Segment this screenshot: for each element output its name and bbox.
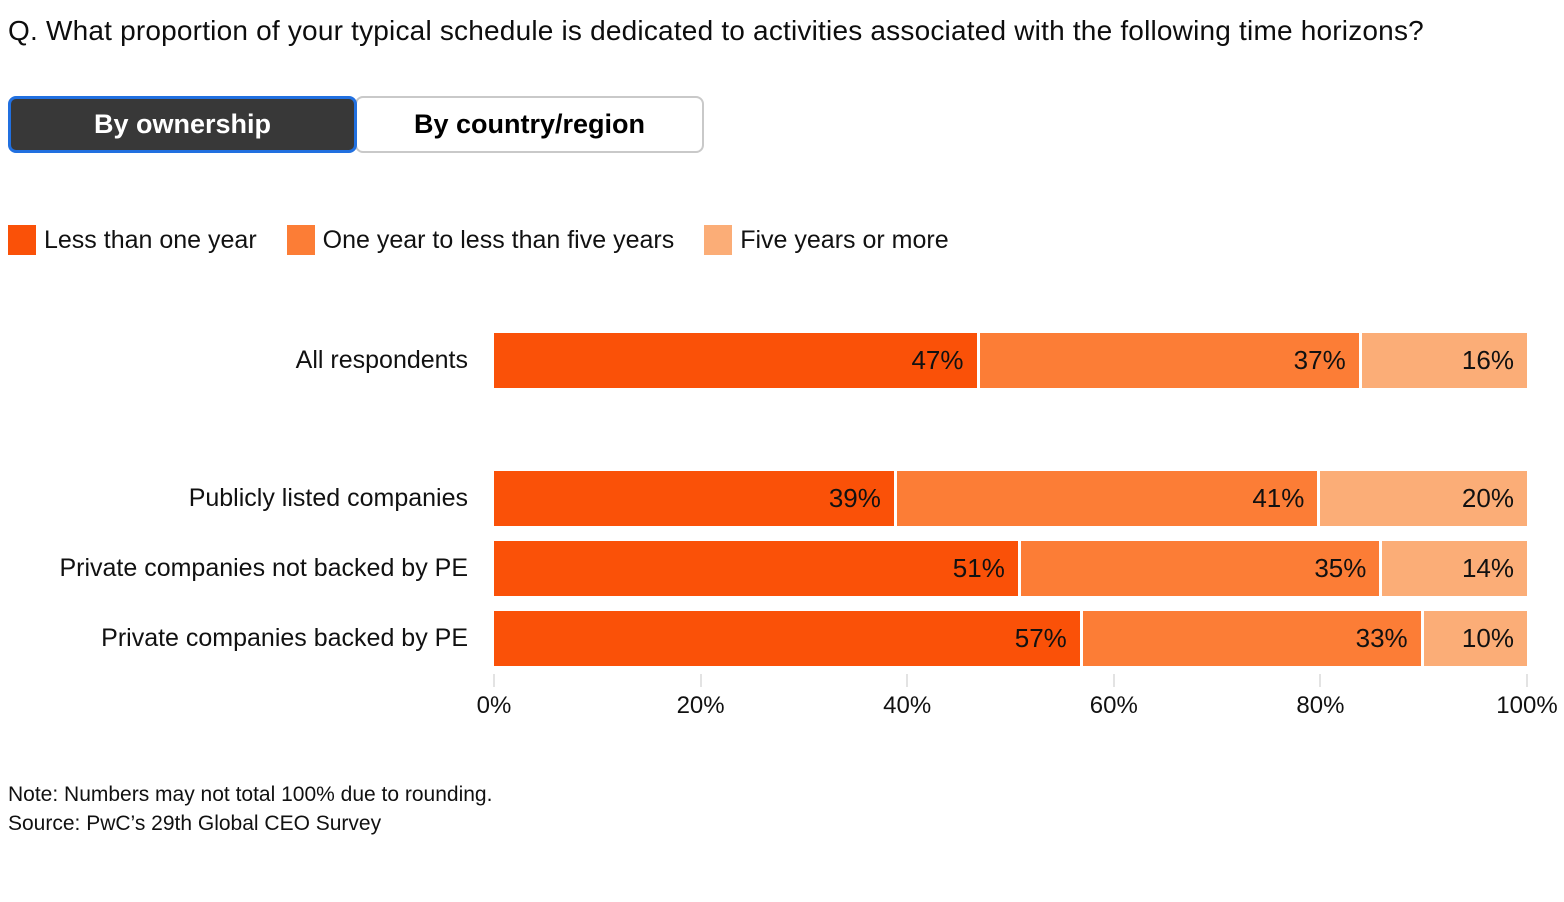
segment-value: 16% [1461,345,1514,375]
chart-legend: Less than one year One year to less than… [8,225,1527,255]
tab-by-ownership-label: By ownership [93,109,272,139]
x-axis-tick-label: 40% [883,692,932,719]
x-axis-tick [1319,674,1322,687]
bar-row-private-pe: Private companies backed by PE 57% 33% 1… [8,611,1527,666]
tab-by-country-region-label: By country/region [413,109,646,139]
page-title: Q. What proportion of your typical sched… [8,15,1424,46]
x-axis-tick-label: 100% [1496,692,1558,719]
bar-row-private-not-pe: Private companies not backed by PE 51% 3… [8,541,1527,596]
bar-segment-one-to-five-years: 33% [1082,611,1424,666]
legend-label: Less than one year [44,225,257,254]
chart-footnotes: Note: Numbers may not total 100% due to … [8,780,1527,838]
segment-value: 57% [1014,623,1067,653]
bar-segment-less-than-one-year: 39% [494,471,897,526]
segment-value: 20% [1461,483,1514,513]
bar-segment-one-to-five-years: 41% [896,471,1321,526]
bar-segment-less-than-one-year: 51% [494,541,1021,596]
legend-item-one-to-five-years: One year to less than five years [286,225,675,255]
bar-segment-less-than-one-year: 47% [494,333,980,388]
bar-segment-five-years-or-more: 10% [1423,611,1527,666]
stacked-bar: 47% 37% 16% [494,333,1527,388]
segment-value: 51% [952,553,1005,583]
segment-value: 39% [828,483,881,513]
stacked-bar: 51% 35% 14% [494,541,1527,596]
x-axis-tick [906,674,909,687]
row-label: All respondents [295,346,468,374]
bar-row-publicly-listed: Publicly listed companies 39% 41% 20% [8,471,1527,526]
segment-value: 10% [1461,623,1514,653]
row-label: Private companies not backed by PE [59,554,468,582]
tab-by-country-region[interactable]: By country/region [355,96,704,153]
legend-item-five-years-or-more: Five years or more [704,225,949,255]
stacked-bar: 57% 33% 10% [494,611,1527,666]
x-axis-tick-label: 0% [476,692,512,719]
segment-value: 37% [1293,345,1346,375]
bar-segment-less-than-one-year: 57% [494,611,1083,666]
x-axis-tick-label: 60% [1089,692,1138,719]
bar-row-all-respondents: All respondents 47% 37% 16% [8,333,1527,388]
x-axis-tick [699,674,702,687]
view-tabs: By ownership By country/region [8,96,1527,153]
bar-segment-one-to-five-years: 37% [979,333,1362,388]
ceo-survey-time-horizons-page: Q. What proportion of your typical sched… [8,15,1558,838]
legend-label: Five years or more [740,225,949,254]
segment-value: 14% [1461,553,1514,583]
stacked-bar-chart: All respondents 47% 37% 16% Publicly lis… [8,333,1558,719]
tab-by-ownership[interactable]: By ownership [8,96,357,153]
x-axis: 0% 20% 40% 60% 80% 100% [477,668,1558,719]
source-note: Source: PwC’s 29th Global CEO Survey [8,812,382,835]
legend-swatch-less-than-one-year [8,225,36,255]
stacked-bar: 39% 41% 20% [494,471,1527,526]
segment-value: 41% [1252,483,1305,513]
bar-segment-five-years-or-more: 16% [1361,333,1527,388]
x-axis-tick-label: 20% [676,692,725,719]
legend-swatch-one-to-five-years [286,225,315,255]
rounding-note: Note: Numbers may not total 100% due to … [8,783,493,806]
legend-swatch-five-years-or-more [704,225,733,255]
row-label: Publicly listed companies [188,484,468,512]
bar-segment-five-years-or-more: 20% [1320,471,1527,526]
x-axis-tick [1526,674,1528,687]
x-axis-tick [1112,674,1115,687]
x-axis-tick [493,674,495,687]
legend-item-less-than-one-year: Less than one year [8,225,257,255]
x-axis-tick-label: 80% [1296,692,1345,719]
legend-label: One year to less than five years [322,225,675,254]
segment-value: 35% [1314,553,1367,583]
row-label: Private companies backed by PE [101,624,468,652]
bar-segment-one-to-five-years: 35% [1020,541,1383,596]
segment-value: 33% [1355,623,1408,653]
segment-value: 47% [911,345,964,375]
bar-segment-five-years-or-more: 14% [1382,541,1527,596]
